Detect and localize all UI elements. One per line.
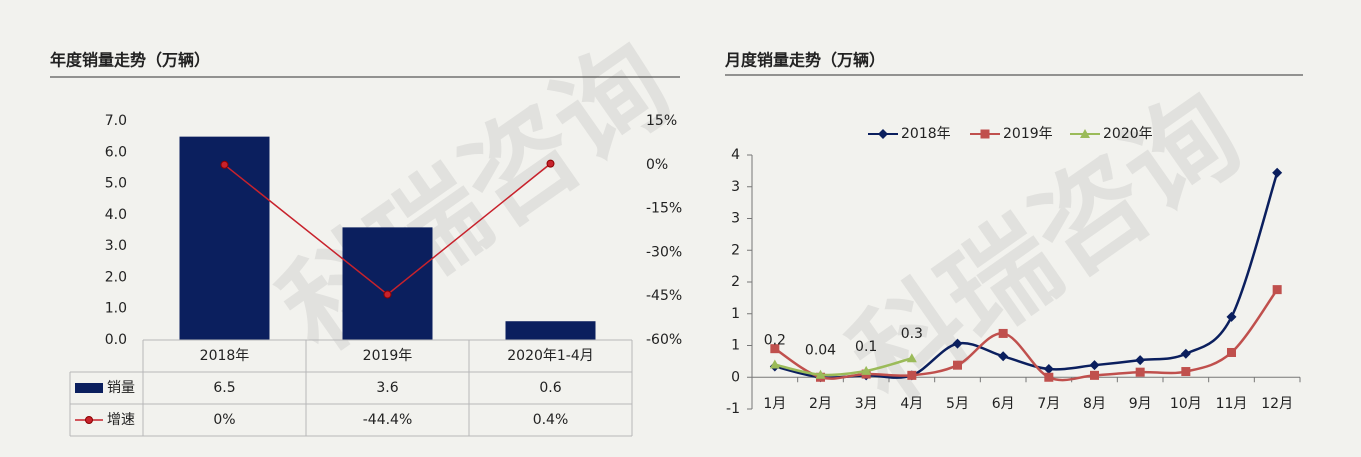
y-tick-label: 3: [731, 211, 740, 227]
table-value: 0.4%: [533, 412, 569, 428]
data-label: 0.1: [855, 339, 877, 355]
marker: [1272, 167, 1283, 178]
marker: [907, 370, 917, 380]
marker: [980, 129, 990, 139]
marker: [546, 159, 555, 168]
y-tick-label: 0: [731, 369, 740, 385]
marker: [998, 351, 1009, 362]
marker: [1181, 367, 1191, 377]
y-tick-label: 2.0: [105, 269, 127, 285]
table-value: 0.6: [539, 380, 561, 396]
y-tick-label: 1.0: [105, 301, 127, 317]
x-tick-label: 8月: [1083, 396, 1106, 412]
marker: [770, 344, 780, 354]
y-tick-label: 0.0: [105, 332, 127, 348]
x-tick-label: 2019年: [363, 348, 413, 364]
x-tick-label: 9月: [1129, 396, 1152, 412]
y-tick-label: 5.0: [105, 176, 127, 192]
marker: [1080, 129, 1090, 138]
bar: [179, 136, 270, 340]
table-value: 3.6: [376, 380, 398, 396]
marker: [861, 365, 872, 375]
x-tick-label: 11月: [1216, 396, 1248, 412]
line: [774, 356, 913, 377]
marker: [1180, 348, 1191, 359]
legend-label: 增速: [107, 412, 135, 428]
bar: [505, 321, 596, 340]
y2-tick-label: -45%: [646, 288, 682, 304]
data-label: 0.2: [764, 333, 786, 349]
legend-label: 2020年: [1103, 126, 1153, 142]
x-tick-label: 3月: [855, 396, 878, 412]
legend-swatch: [75, 383, 103, 393]
y-tick-label: 2: [731, 242, 740, 258]
data-label: 0.3: [901, 326, 923, 342]
table-value: 0%: [213, 412, 235, 428]
marker: [1044, 372, 1054, 382]
bar: [342, 227, 433, 340]
marker: [383, 290, 392, 299]
marker: [1043, 363, 1054, 374]
marker: [1272, 285, 1282, 295]
y-tick-label: 4.0: [105, 207, 127, 223]
marker: [1135, 355, 1146, 366]
x-tick-label: 10月: [1170, 396, 1202, 412]
marker: [878, 129, 888, 139]
x-tick-label: 6月: [992, 396, 1015, 412]
x-tick-label: 2020年1-4月: [507, 348, 594, 364]
legend-label: 销量: [107, 380, 135, 396]
marker: [1090, 370, 1099, 380]
y-tick-label: 7.0: [105, 113, 127, 129]
marker: [815, 369, 826, 379]
marker: [769, 359, 780, 369]
table-value: 6.5: [213, 380, 235, 396]
y2-tick-label: -30%: [646, 244, 682, 260]
x-tick-label: 5月: [946, 396, 969, 412]
marker: [953, 360, 962, 370]
y2-tick-label: 15%: [646, 113, 677, 129]
legend-label: 2019年: [1003, 126, 1053, 142]
x-tick-label: 7月: [1037, 396, 1060, 412]
y-tick-label: -1: [726, 401, 740, 417]
data-label: 0.04: [805, 343, 836, 359]
marker: [998, 328, 1008, 338]
chart-title: 月度销量走势（万辆）: [724, 51, 885, 70]
chart-title: 年度销量走势（万辆）: [50, 51, 210, 70]
marker: [952, 338, 963, 349]
marker: [1089, 360, 1100, 371]
watermark: 科瑞咨询: [829, 69, 1263, 426]
y-tick-label: 4: [731, 147, 740, 163]
marker: [1227, 347, 1236, 357]
marker: [1226, 311, 1237, 322]
y2-tick-label: -60%: [646, 332, 682, 348]
y-tick-label: 3: [731, 179, 740, 195]
x-tick-label: 4月: [900, 396, 923, 412]
watermark: 科瑞咨询: [259, 19, 693, 376]
marker: [1135, 367, 1145, 377]
table-value: -44.4%: [363, 412, 413, 428]
legend-label: 2018年: [901, 126, 951, 142]
marker: [906, 353, 917, 363]
x-tick-label: 2月: [809, 396, 832, 412]
marker: [220, 160, 229, 169]
legend-marker: [85, 416, 93, 424]
y-tick-label: 1: [731, 306, 740, 322]
x-tick-label: 1月: [763, 396, 786, 412]
y-tick-label: 3.0: [105, 238, 127, 254]
x-tick-label: 12月: [1261, 396, 1293, 412]
y2-tick-label: 0%: [646, 157, 668, 173]
y-tick-label: 2: [731, 274, 740, 290]
y-tick-label: 1: [731, 338, 740, 354]
y-tick-label: 6.0: [105, 144, 127, 160]
y2-tick-label: -15%: [646, 201, 682, 217]
x-tick-label: 2018年: [200, 348, 250, 364]
